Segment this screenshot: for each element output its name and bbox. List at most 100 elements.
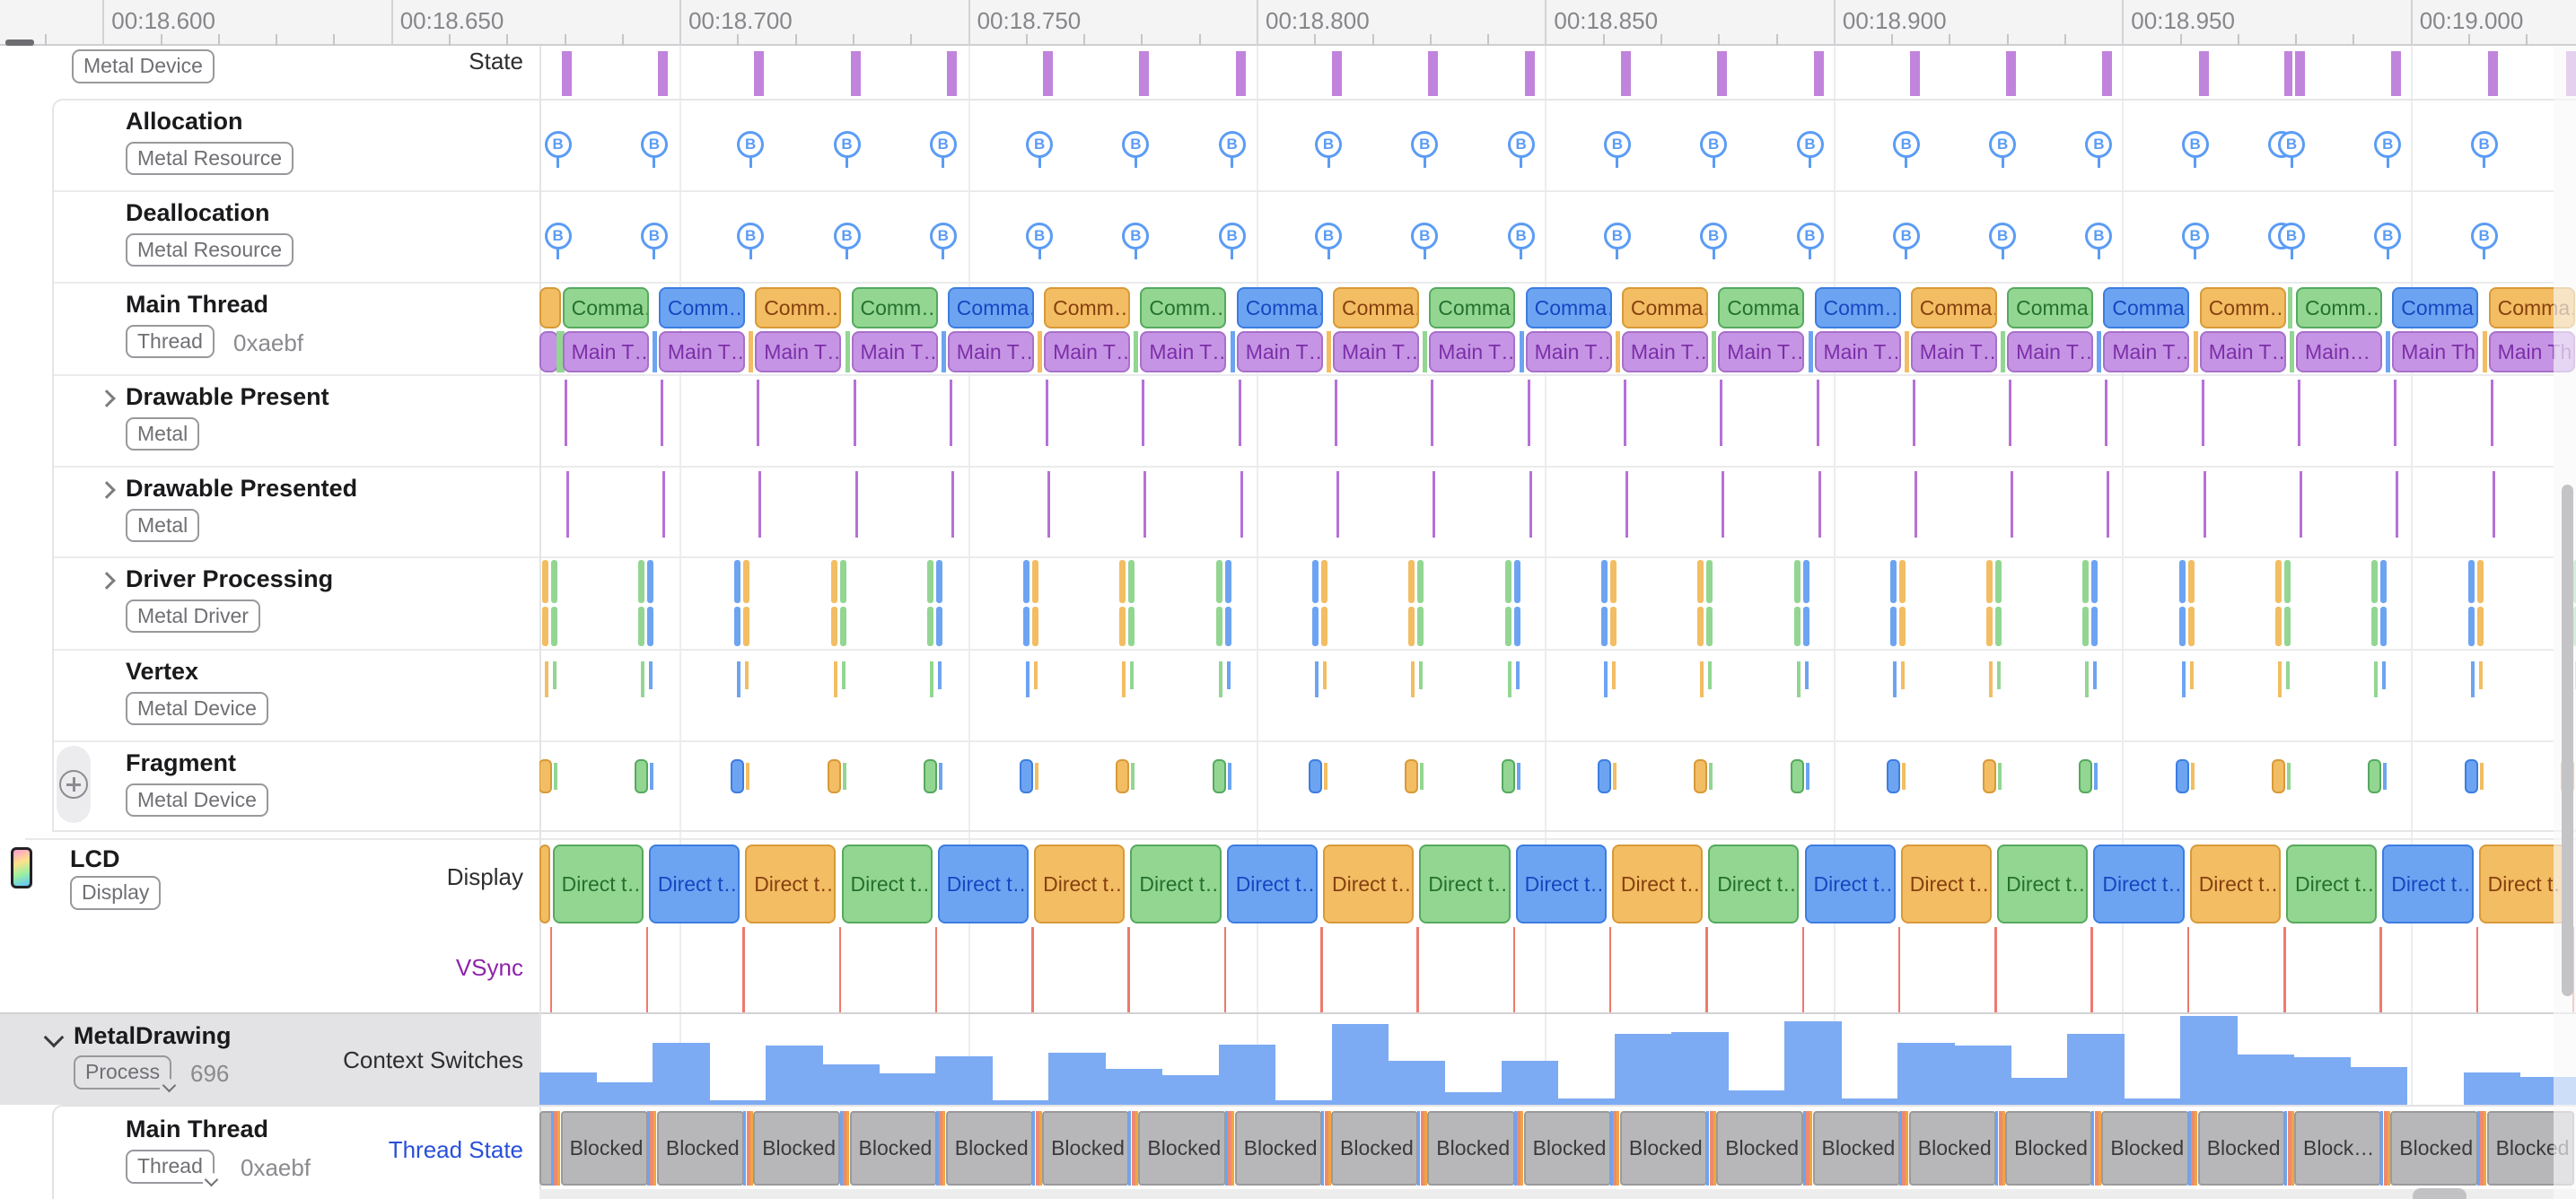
driver-bar[interactable] [1898,607,1906,646]
main-thread-bar[interactable]: Main T… [2103,331,2190,372]
driver-bar[interactable] [2082,607,2090,646]
row-badge[interactable]: Metal Device [126,692,268,725]
allocation-balloon-icon[interactable]: B [2181,131,2209,171]
driver-bar[interactable] [1128,560,1135,603]
display-interval-bar[interactable]: Direct t… [2093,845,2185,923]
horizontal-scrollbar-thumb[interactable] [2413,1188,2466,1199]
add-button-icon[interactable] [59,770,88,799]
driver-bar[interactable] [1417,607,1424,646]
track-row-allocation[interactable]: Allocation Metal Resource [54,101,538,188]
blocked-bar[interactable]: Blocked [656,1111,745,1186]
main-thread-bar[interactable]: Main T… [755,331,842,372]
driver-bar[interactable] [2187,560,2195,603]
driver-bar[interactable] [1417,560,1424,603]
fragment-bar[interactable] [1116,759,1130,793]
blocked-bar[interactable]: Blocked [945,1111,1034,1186]
blocked-bar[interactable]: Block… [2294,1111,2382,1186]
command-buffer-bar[interactable]: Comm… [1140,287,1227,328]
fragment-bar[interactable] [1886,759,1900,793]
display-interval-bar[interactable]: Direct t… [1034,845,1126,923]
driver-bar[interactable] [1215,560,1222,603]
driver-bar[interactable] [1898,560,1906,603]
blocked-bar[interactable]: Blocked [1716,1111,1804,1186]
fragment-bar[interactable] [1790,759,1804,793]
allocation-balloon-icon[interactable]: B [1218,131,1246,171]
allocation-balloon-icon[interactable]: B [640,223,668,262]
driver-bar[interactable] [2371,607,2379,646]
allocation-balloon-icon[interactable]: B [1796,223,1824,262]
driver-bar[interactable] [1128,607,1135,646]
allocation-balloon-icon[interactable]: B [2085,223,2113,262]
main-thread-bar[interactable]: Main T… [1044,331,1131,372]
driver-bar[interactable] [1793,560,1801,603]
main-thread-bar[interactable]: Main T… [1429,331,1516,372]
main-thread-bar[interactable]: Main T… [658,331,745,372]
allocation-balloon-icon[interactable]: B [1507,223,1535,262]
main-thread-bar[interactable]: Main Th… [2392,331,2479,372]
allocation-balloon-icon[interactable]: B [1507,131,1535,171]
lcd-track-title[interactable]: LCD [70,845,120,872]
driver-bar[interactable] [2187,607,2195,646]
driver-bar[interactable] [646,607,653,646]
allocation-balloon-icon[interactable]: B [1026,223,1054,262]
driver-bar[interactable] [830,607,837,646]
display-interval-bar[interactable]: Direct t… [648,845,740,923]
blocked-bar[interactable]: Blocked [2005,1111,2093,1186]
allocation-balloon-icon[interactable]: B [833,131,861,171]
driver-bar[interactable] [1312,560,1319,603]
fragment-bar[interactable] [634,759,648,793]
command-buffer-bar[interactable]: Comma… [947,287,1034,328]
driver-bar[interactable] [1321,607,1327,646]
main-thread-bar[interactable]: Main T… [851,331,938,372]
driver-bar[interactable] [2178,560,2186,603]
command-buffer-bar[interactable]: Comm… [1044,287,1131,328]
lcd-track-badge[interactable]: Display [70,876,162,910]
driver-bar[interactable] [2476,607,2484,646]
disclosure-right-icon[interactable] [98,389,116,407]
driver-bar[interactable] [2178,607,2186,646]
driver-bar[interactable] [2091,607,2098,646]
driver-bar[interactable] [926,607,933,646]
command-buffer-bar[interactable]: Comm… [2296,287,2382,328]
main-thread-bar[interactable]: Main T… [1140,331,1227,372]
allocation-balloon-icon[interactable]: B [833,223,861,262]
thread-badge-dropdown[interactable] [202,1172,221,1191]
driver-bar[interactable] [646,560,653,603]
driver-bar[interactable] [1224,560,1231,603]
allocation-balloon-icon[interactable]: B [1892,223,1920,262]
driver-bar[interactable] [935,560,942,603]
driver-bar[interactable] [926,560,933,603]
driver-bar[interactable] [2275,560,2282,603]
fragment-bar[interactable] [731,759,745,793]
allocation-balloon-icon[interactable]: B [1411,131,1439,171]
driver-bar[interactable] [935,607,942,646]
command-buffer-bar[interactable]: Comma… [2103,287,2190,328]
allocation-balloon-icon[interactable]: B [737,223,765,262]
allocation-balloon-icon[interactable]: B [1700,131,1728,171]
allocation-balloon-icon[interactable]: B [1218,223,1246,262]
driver-bar[interactable] [1995,560,2002,603]
driver-bar[interactable] [1802,607,1809,646]
allocation-balloon-icon[interactable]: B [2470,131,2498,171]
driver-bar[interactable] [637,560,644,603]
allocation-balloon-icon[interactable]: B [1315,223,1342,262]
fragment-bar[interactable] [1501,759,1515,793]
driver-bar[interactable] [830,560,837,603]
display-interval-bar[interactable]: Direct t… [552,845,644,923]
command-buffer-bar[interactable]: Comma… [1910,287,1997,328]
blocked-bar[interactable]: Blocked [849,1111,937,1186]
driver-bar[interactable] [1504,560,1511,603]
driver-bar[interactable] [1119,607,1126,646]
fragment-bar[interactable] [1020,759,1034,793]
fragment-bar[interactable] [1694,759,1708,793]
allocation-balloon-icon[interactable]: B [1026,131,1054,171]
main-thread-bar[interactable]: Main T… [1814,331,1901,372]
display-interval-bar[interactable]: Direct t… [1900,845,1993,923]
driver-bar[interactable] [2082,560,2090,603]
horizontal-scrollbar-track[interactable] [539,1189,2576,1199]
row-badge[interactable]: Metal Resource [126,233,294,267]
driver-bar[interactable] [839,607,846,646]
display-interval-bar[interactable]: Direct t… [841,845,933,923]
blocked-bar[interactable]: Blocked [753,1111,841,1186]
display-interval-bar[interactable]: Direct t… [1708,845,1800,923]
